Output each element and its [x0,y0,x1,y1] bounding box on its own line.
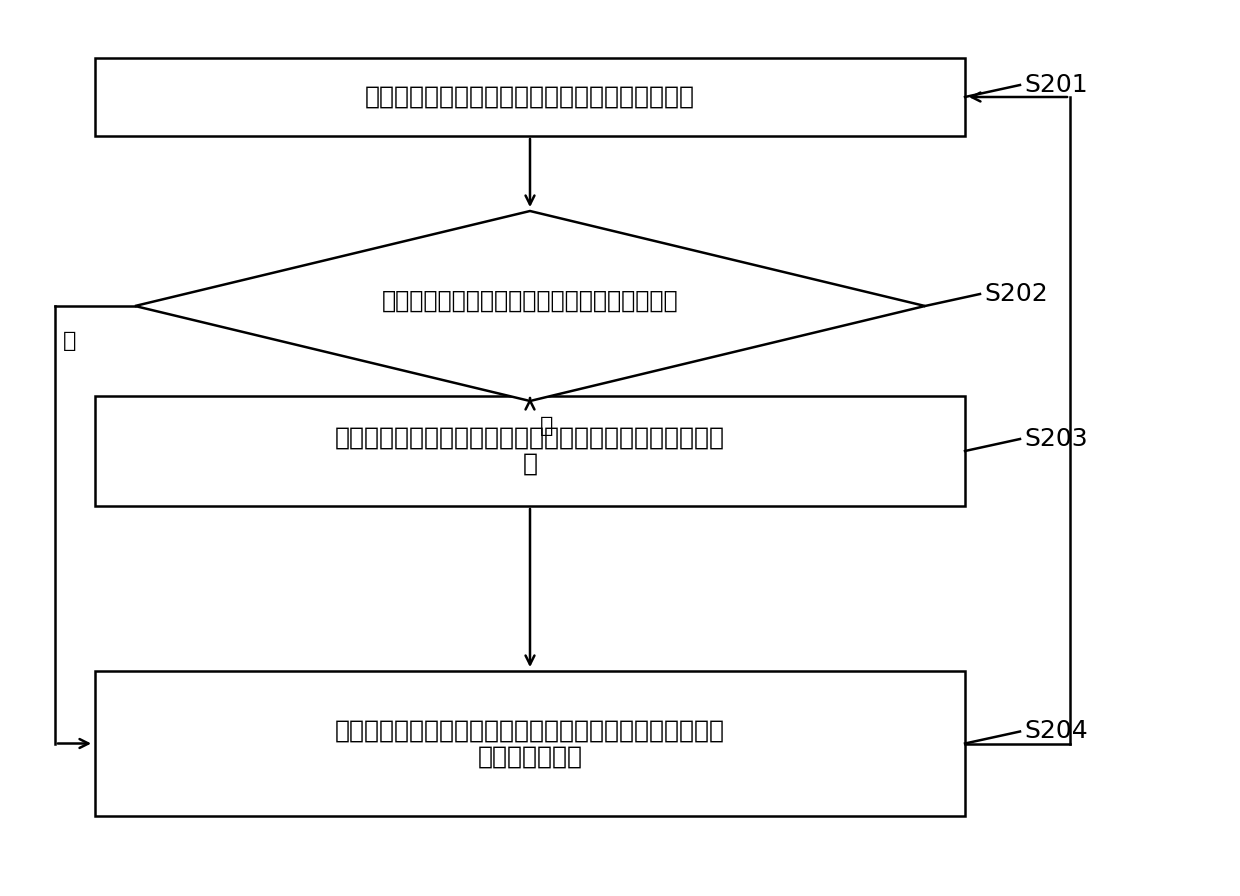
Text: 息重新输入指纹: 息重新输入指纹 [477,745,583,769]
Text: S203: S203 [1024,427,1087,451]
Text: 生成第一提示信息并提供给用户，以使用户根据第一提示信: 生成第一提示信息并提供给用户，以使用户根据第一提示信 [335,719,725,743]
Text: 是: 是 [63,331,77,351]
Text: 预先采集用户的第一组指纹数据和第二组指纹数据: 预先采集用户的第一组指纹数据和第二组指纹数据 [365,85,694,109]
Bar [95,58,965,136]
Text: S201: S201 [1024,73,1087,97]
Text: 判断第一组指纹数据和第二组指纹数据是否相同: 判断第一组指纹数据和第二组指纹数据是否相同 [382,289,678,313]
Bar [95,396,965,506]
Text: S202: S202 [985,282,1048,306]
Text: 将第一组指纹数据和第二组指纹数据作为预设的样本指纹数: 将第一组指纹数据和第二组指纹数据作为预设的样本指纹数 [335,426,725,450]
Text: 否: 否 [539,416,553,436]
Text: S204: S204 [1024,719,1087,744]
Text: 据: 据 [522,452,537,476]
Bar [95,671,965,816]
Polygon shape [135,211,925,401]
